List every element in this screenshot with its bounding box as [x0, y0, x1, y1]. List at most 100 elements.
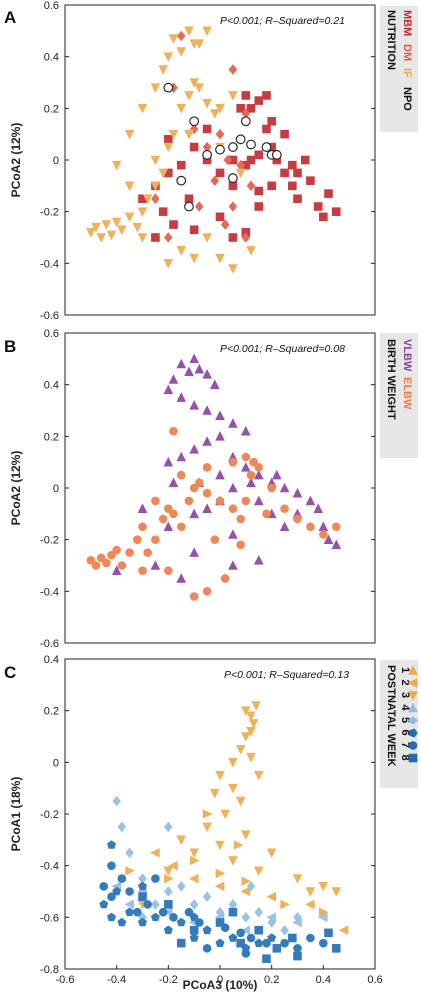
point-mbm — [288, 181, 297, 191]
point-vlbw — [323, 534, 334, 544]
point-if — [158, 168, 168, 179]
week-marker-6 — [409, 728, 418, 738]
point-mbm — [228, 181, 238, 191]
point-1 — [150, 848, 160, 858]
point-dm — [215, 128, 225, 140]
point-elbw — [202, 488, 212, 498]
panel-c-points — [99, 701, 349, 963]
point-elbw — [138, 566, 147, 575]
point-vlbw — [176, 358, 187, 369]
panel-b-letter: B — [4, 337, 16, 356]
ytick-label: 0.2 — [44, 103, 59, 115]
point-vlbw — [189, 508, 199, 519]
point-vlbw — [279, 482, 290, 493]
point-if — [163, 259, 174, 269]
point-vlbw — [246, 477, 256, 488]
point-vlbw — [189, 443, 199, 454]
point-dm — [241, 108, 251, 119]
point-6 — [112, 886, 122, 896]
point-8 — [262, 954, 271, 963]
point-8 — [138, 892, 147, 901]
point-vlbw — [241, 425, 251, 436]
point-npo — [246, 139, 256, 150]
point-7 — [236, 928, 245, 938]
point-elbw — [169, 509, 178, 519]
point-vlbw — [189, 400, 199, 410]
panel-b-yticks: -0.6 -0.4 -0.2 0 0.2 0.4 0.6 — [40, 328, 375, 650]
ytick-label: -0.2 — [40, 535, 59, 547]
point-2 — [215, 771, 225, 781]
point-2 — [228, 856, 238, 866]
point-vlbw — [202, 405, 212, 415]
week-marker-8 — [408, 753, 418, 763]
point-7 — [151, 874, 160, 883]
point-mbm — [169, 220, 178, 229]
point-7 — [306, 933, 315, 943]
legend-label-mbm: MBM — [401, 10, 413, 36]
point-vlbw — [253, 495, 264, 506]
ytick-label: -0.2 — [40, 809, 59, 821]
panel-a-stats: P<0.001; R–Squared=0.21 — [220, 15, 345, 27]
point-3 — [189, 855, 200, 866]
point-mbm — [331, 207, 341, 216]
point-7 — [133, 907, 142, 917]
point-mbm — [254, 186, 264, 196]
panel-c-legend: POSTNATAL WEEK 1 2 3 4 5 6 7 8 — [380, 660, 419, 788]
point-6 — [138, 917, 147, 927]
panel-c-ylabel: PCoA1 (18%) — [9, 777, 23, 852]
point-vlbw — [313, 503, 323, 513]
point-vlbw — [194, 363, 205, 374]
point-2 — [210, 789, 220, 799]
point-elbw — [249, 457, 258, 467]
xtick-label: 0.4 — [316, 974, 331, 986]
point-7 — [117, 874, 127, 883]
point-vlbw — [176, 392, 187, 402]
week-label: 3 — [399, 692, 411, 698]
point-2 — [241, 706, 251, 716]
point-elbw — [319, 530, 328, 539]
point-elbw — [228, 457, 238, 467]
point-vlbw — [137, 503, 148, 513]
point-mbm — [267, 142, 276, 152]
point-mbm — [306, 176, 315, 185]
point-2 — [241, 830, 251, 840]
point-npo — [189, 116, 200, 127]
point-npo — [228, 173, 238, 183]
point-8 — [189, 925, 199, 935]
point-mbm — [164, 135, 173, 144]
point-if — [215, 253, 225, 264]
panel-c-xlabel: PCoA3 (10%) — [183, 978, 258, 992]
point-7 — [107, 892, 116, 901]
point-if — [168, 129, 179, 140]
point-mbm — [215, 212, 225, 222]
point-if — [163, 142, 174, 153]
point-vlbw — [111, 565, 122, 575]
point-mbm — [215, 168, 225, 178]
point-if — [202, 233, 212, 243]
point-npo — [176, 175, 187, 186]
week-label: 1 — [399, 667, 411, 673]
panel-b: B P<0.001; R–Squared=0.08 PCoA2 (12%) -0… — [4, 328, 418, 650]
point-if — [124, 129, 135, 140]
legend-label-npo: NPO — [401, 87, 413, 111]
week-label: 8 — [399, 755, 411, 761]
point-if — [158, 65, 168, 75]
ytick-label: 0 — [53, 155, 59, 167]
point-2 — [318, 882, 329, 892]
point-8 — [288, 933, 297, 943]
point-vlbw — [331, 539, 342, 550]
point-vlbw — [305, 495, 316, 506]
week-marker-1 — [408, 665, 418, 675]
panel-c-legend-title: POSTNATAL WEEK — [385, 665, 397, 767]
point-vlbw — [210, 379, 220, 389]
xtick-label: -0.6 — [56, 974, 75, 986]
point-5 — [125, 847, 134, 858]
point-3 — [125, 866, 135, 876]
ytick-label: -0.6 — [40, 638, 59, 650]
point-elbw — [169, 426, 178, 436]
week-marker-3 — [408, 691, 418, 701]
xtick-label: 0.2 — [264, 974, 279, 986]
point-elbw — [220, 574, 230, 583]
point-mbm — [236, 104, 245, 113]
